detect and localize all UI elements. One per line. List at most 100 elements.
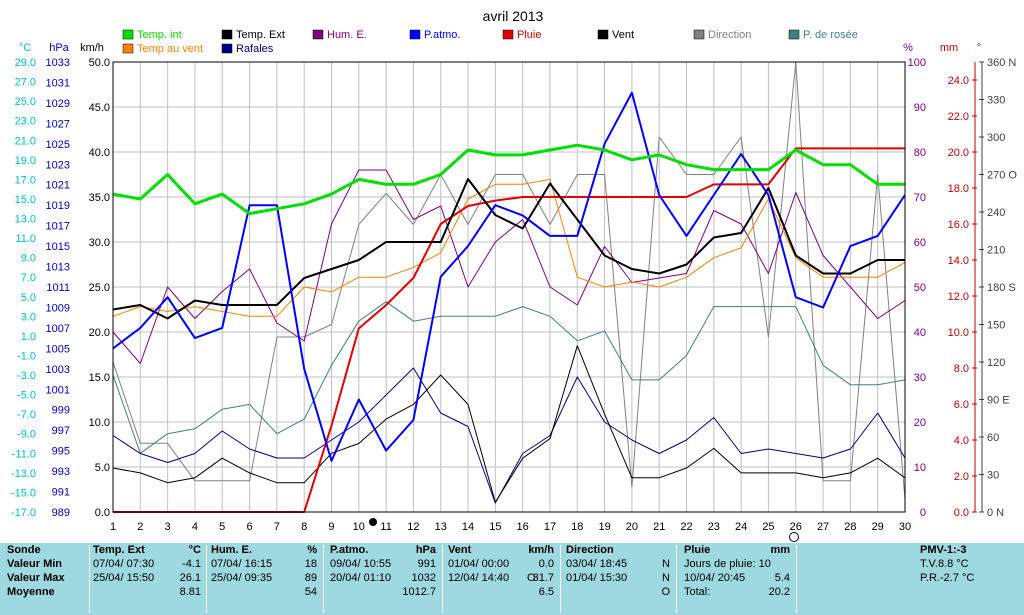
x-tick-label: 18 bbox=[571, 521, 583, 533]
summary-temp: Temp. Ext °C 07/04/ 07:30 -4.1 25/04/ 15:5… bbox=[93, 543, 201, 615]
x-tick-label: 12 bbox=[407, 521, 419, 533]
x-tick-label: 22 bbox=[680, 521, 692, 533]
label-max: Valeur Max bbox=[7, 572, 65, 584]
tick-label-hpa: 997 bbox=[52, 425, 70, 437]
tick-label-hpa: 993 bbox=[52, 466, 70, 478]
tick-label-mm: 18.0 bbox=[948, 183, 969, 195]
tick-label-temp: 27.0 bbox=[15, 77, 36, 89]
tick-label-temp: -7.0 bbox=[17, 409, 36, 421]
tick-label-hpa: 1007 bbox=[46, 323, 70, 335]
legend-label: Hum. E. bbox=[327, 29, 367, 41]
legend-swatch bbox=[221, 43, 233, 54]
x-tick-label: 15 bbox=[489, 521, 501, 533]
plot-frame bbox=[112, 61, 906, 513]
x-tick-label: 7 bbox=[274, 521, 280, 533]
tick-label-temp: 9.0 bbox=[21, 253, 36, 265]
weather-chart: avril 2013 °C hPa km/h% mm ° Temp. int Temp. … bbox=[10, 8, 1018, 542]
direction-avg: O bbox=[661, 586, 670, 598]
tick-label-hpa: 999 bbox=[52, 405, 70, 417]
x-tick-label: 13 bbox=[435, 521, 447, 533]
tick-label-hpa: 1023 bbox=[46, 159, 70, 171]
tick-label-hpa: 1021 bbox=[46, 180, 70, 192]
tick-label-mm: 2.0 bbox=[954, 471, 969, 483]
patmo-avg: 1012.7 bbox=[402, 586, 436, 598]
legend-swatch bbox=[221, 29, 233, 40]
tick-label-pct: 30 bbox=[914, 372, 926, 384]
tick-label-temp: -17.0 bbox=[11, 507, 36, 519]
summary-direction: Direction 03/04/ 18:45 N 01/04/ 15:30 N O bbox=[566, 543, 670, 615]
tick-label-pct: 20 bbox=[914, 417, 926, 429]
tick-label-dir: 30 bbox=[987, 470, 999, 482]
x-tick-label: 20 bbox=[626, 521, 638, 533]
tick-label-hpa: 1027 bbox=[46, 118, 70, 130]
tick-label-hpa: 995 bbox=[52, 446, 70, 458]
legend-item: Direction bbox=[693, 29, 751, 41]
x-tick-label: 11 bbox=[380, 521, 391, 533]
tick-label-dir: 90 E bbox=[987, 395, 1010, 407]
tick-label-kmh: 20.0 bbox=[89, 327, 110, 339]
tick-label-temp: -13.0 bbox=[11, 468, 36, 480]
tick-label-dir: 360 N bbox=[987, 57, 1016, 69]
tick-label-kmh: 0.0 bbox=[95, 507, 110, 519]
series-line-temp_ext bbox=[112, 345, 906, 503]
legend-label: P.atmo. bbox=[424, 29, 461, 41]
tick-label-pct: 10 bbox=[914, 462, 926, 474]
tick-label-mm: 8.0 bbox=[954, 363, 969, 375]
x-tick-label: 1 bbox=[110, 521, 116, 533]
tick-label-hpa: 1005 bbox=[46, 343, 70, 355]
pluie-unit: mm bbox=[770, 544, 790, 556]
tick-label-temp: 29.0 bbox=[15, 57, 36, 69]
tick-label-temp: 11.0 bbox=[15, 233, 36, 245]
hum-max-val: 89 bbox=[304, 572, 317, 584]
series-line-rosee bbox=[112, 301, 906, 454]
tick-label-mm: 6.0 bbox=[954, 399, 969, 411]
tick-label-hpa: 1001 bbox=[46, 384, 70, 396]
tick-label-dir: 210 bbox=[987, 245, 1005, 257]
tick-label-hpa: 1031 bbox=[46, 77, 70, 89]
x-tick-label: 26 bbox=[790, 521, 802, 533]
x-tick-label: 4 bbox=[192, 521, 198, 533]
tick-label-temp: 3.0 bbox=[21, 311, 36, 323]
tick-label-dir: 330 bbox=[987, 95, 1005, 107]
legend-swatch bbox=[122, 43, 134, 54]
pmv-title: PMV-1:-3 bbox=[920, 544, 967, 556]
temp-unit: °C bbox=[188, 544, 201, 556]
chart-title: avril 2013 bbox=[483, 8, 544, 24]
moon-marker-full bbox=[789, 532, 799, 542]
legend-item: Temp. int bbox=[122, 29, 182, 41]
series-line-direction bbox=[112, 61, 906, 500]
x-tick-label: 19 bbox=[598, 521, 610, 533]
tick-label-kmh: 50.0 bbox=[89, 57, 110, 69]
series-line-rafales bbox=[112, 367, 906, 504]
x-tick-label: 9 bbox=[328, 521, 334, 533]
tick-label-temp: 23.0 bbox=[15, 116, 36, 128]
tick-label-temp: 7.0 bbox=[21, 272, 36, 284]
x-tick-label: 21 bbox=[653, 521, 665, 533]
tick-label-dir: 120 bbox=[987, 357, 1005, 369]
summary-pmv: PMV-1:-3 T.V.8.8 °C P.R.-2.7 °C bbox=[904, 543, 1014, 615]
tick-label-mm: 24.0 bbox=[948, 75, 969, 87]
legend-label: Temp. int bbox=[137, 29, 182, 41]
tick-label-mm: 22.0 bbox=[948, 111, 969, 123]
tick-label-dir: 60 bbox=[987, 432, 999, 444]
tick-label-temp: 5.0 bbox=[21, 292, 36, 304]
vent-max-dir: O bbox=[527, 572, 536, 584]
legend-item: P.atmo. bbox=[409, 29, 461, 41]
hum-title: Hum. E. bbox=[211, 544, 252, 556]
direction-title: Direction bbox=[566, 544, 614, 556]
vent-avg: 6.5 bbox=[538, 586, 554, 598]
tick-label-mm: 14.0 bbox=[948, 255, 969, 267]
pluie-total-val: 20.2 bbox=[768, 586, 790, 598]
summary-patmo: P.atmo. hPa 09/04/ 10:55 991 20/04/ 01:10 1… bbox=[330, 543, 436, 615]
x-tick-label: 30 bbox=[899, 521, 911, 533]
tick-label-kmh: 10.0 bbox=[89, 417, 110, 429]
pluie-jours: Jours de pluie: 10 bbox=[684, 558, 771, 570]
pluie-max-time: 10/04/ 20:45 bbox=[684, 572, 746, 584]
tick-label-dir: 180 S bbox=[987, 282, 1016, 294]
label-sonde: Sonde bbox=[7, 544, 41, 556]
x-tick-label: 10 bbox=[353, 521, 365, 533]
x-tick-label: 24 bbox=[735, 521, 747, 533]
unit-label-kmh: km/h bbox=[80, 42, 104, 54]
tick-label-hpa: 1013 bbox=[46, 262, 70, 274]
x-tick-label: 6 bbox=[246, 521, 252, 533]
